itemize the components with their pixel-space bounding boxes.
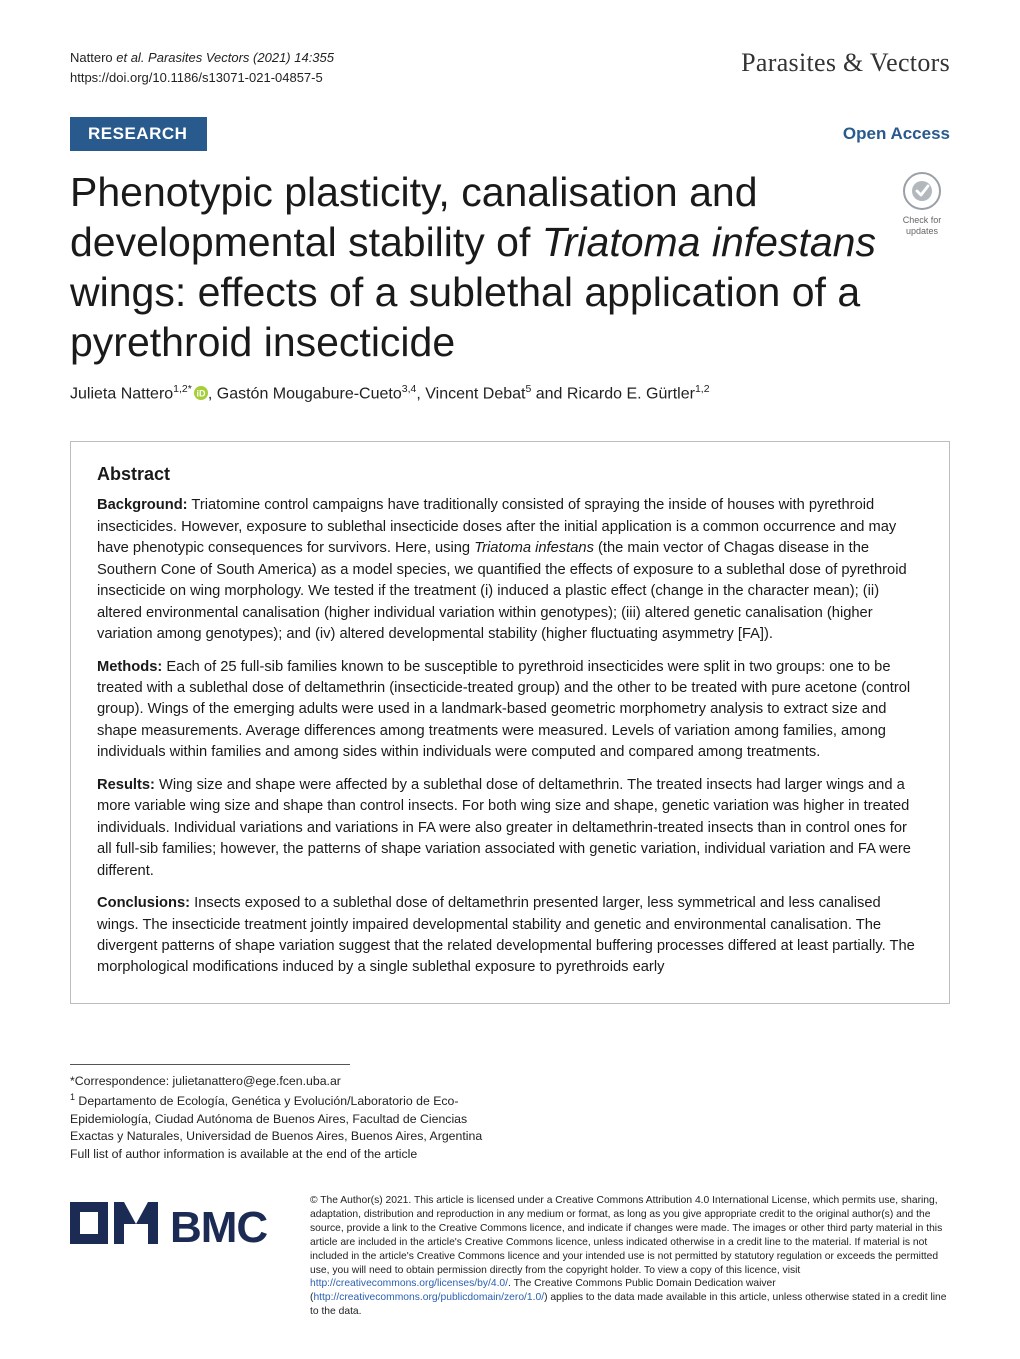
doi-line: https://doi.org/10.1186/s13071-021-04857…	[70, 68, 334, 88]
methods-body: Each of 25 full-sib families known to be…	[97, 659, 910, 761]
article-title: Phenotypic plasticity, canalisation and …	[70, 167, 882, 367]
conclusions-body: Insects exposed to a sublethal dose of d…	[97, 895, 915, 975]
citation-prefix: Nattero	[70, 50, 116, 65]
author-3-name: , Vincent Debat	[416, 385, 525, 402]
crossmark-icon	[902, 171, 942, 211]
background-italic: Triatoma infestans	[474, 540, 594, 556]
correspondence-line: *Correspondence: julietanattero@ege.fcen…	[70, 1073, 490, 1091]
author-2-aff: 3,4	[402, 383, 417, 395]
author-list: Julieta Nattero1,2* iD, Gastón Mougabure-…	[70, 383, 950, 403]
abstract-methods: Methods: Each of 25 full-sib families kn…	[97, 657, 923, 764]
author-1-name: Julieta Nattero	[70, 385, 173, 402]
abstract-results: Results: Wing size and shape were affect…	[97, 775, 923, 882]
abstract-heading: Abstract	[97, 464, 923, 485]
bmc-logo: BMC	[70, 1194, 280, 1257]
license-link-1[interactable]: http://creativecommons.org/licenses/by/4…	[310, 1278, 508, 1289]
journal-name: Parasites & Vectors	[741, 48, 950, 78]
author-2-name: , Gastón Mougabure-Cueto	[208, 385, 402, 402]
check-updates-line1: Check for	[903, 215, 942, 225]
citation-block: Nattero et al. Parasites Vectors (2021) …	[70, 48, 334, 87]
check-updates-badge[interactable]: Check for updates	[894, 167, 950, 237]
citation-line-1: Nattero et al. Parasites Vectors (2021) …	[70, 48, 334, 68]
aff1-body: Departamento de Ecología, Genética y Evo…	[70, 1094, 482, 1144]
author-4-name: and Ricardo E. Gürtler	[531, 385, 695, 402]
open-access-label: Open Access	[843, 124, 950, 144]
svg-text:iD: iD	[196, 389, 206, 399]
author-4-aff: 1,2	[695, 383, 710, 395]
abstract-background: Background: Triatomine control campaigns…	[97, 495, 923, 645]
license-link-2[interactable]: http://creativecommons.org/publicdomain/…	[313, 1292, 544, 1303]
check-updates-line2: updates	[906, 226, 938, 236]
conclusions-head: Conclusions:	[97, 895, 190, 911]
header-meta: Nattero et al. Parasites Vectors (2021) …	[70, 48, 950, 87]
title-part2: wings: effects of a sublethal applicatio…	[70, 269, 860, 365]
affiliation-1: 1 Departamento de Ecología, Genética y E…	[70, 1091, 490, 1147]
background-head: Background:	[97, 497, 188, 513]
abstract-box: Abstract Background: Triatomine control …	[70, 441, 950, 1004]
results-head: Results:	[97, 777, 155, 793]
methods-head: Methods:	[97, 659, 162, 675]
citation-italic: et al. Parasites Vectors (2021) 14:355	[116, 50, 334, 65]
footnote-rule	[70, 1064, 350, 1065]
results-body: Wing size and shape were affected by a s…	[97, 777, 911, 879]
full-author-list-note: Full list of author information is avail…	[70, 1146, 490, 1164]
license-text-1: © The Author(s) 2021. This article is li…	[310, 1195, 942, 1275]
footnotes: *Correspondence: julietanattero@ege.fcen…	[70, 1073, 490, 1164]
author-1-aff: 1,2*	[173, 383, 192, 395]
orcid-icon[interactable]: iD	[194, 386, 208, 400]
footer-row: BMC © The Author(s) 2021. This article i…	[70, 1194, 950, 1319]
abstract-conclusions: Conclusions: Insects exposed to a sublet…	[97, 893, 923, 979]
research-pill: RESEARCH	[70, 117, 207, 151]
title-italic1: Triatoma infestans	[542, 219, 876, 265]
band-right: Open Access	[843, 124, 950, 144]
license-text: © The Author(s) 2021. This article is li…	[310, 1194, 950, 1319]
title-row: Phenotypic plasticity, canalisation and …	[70, 167, 950, 367]
category-band: RESEARCH Open Access	[70, 117, 950, 151]
page: Nattero et al. Parasites Vectors (2021) …	[0, 0, 1020, 1359]
svg-text:BMC: BMC	[170, 1203, 267, 1252]
